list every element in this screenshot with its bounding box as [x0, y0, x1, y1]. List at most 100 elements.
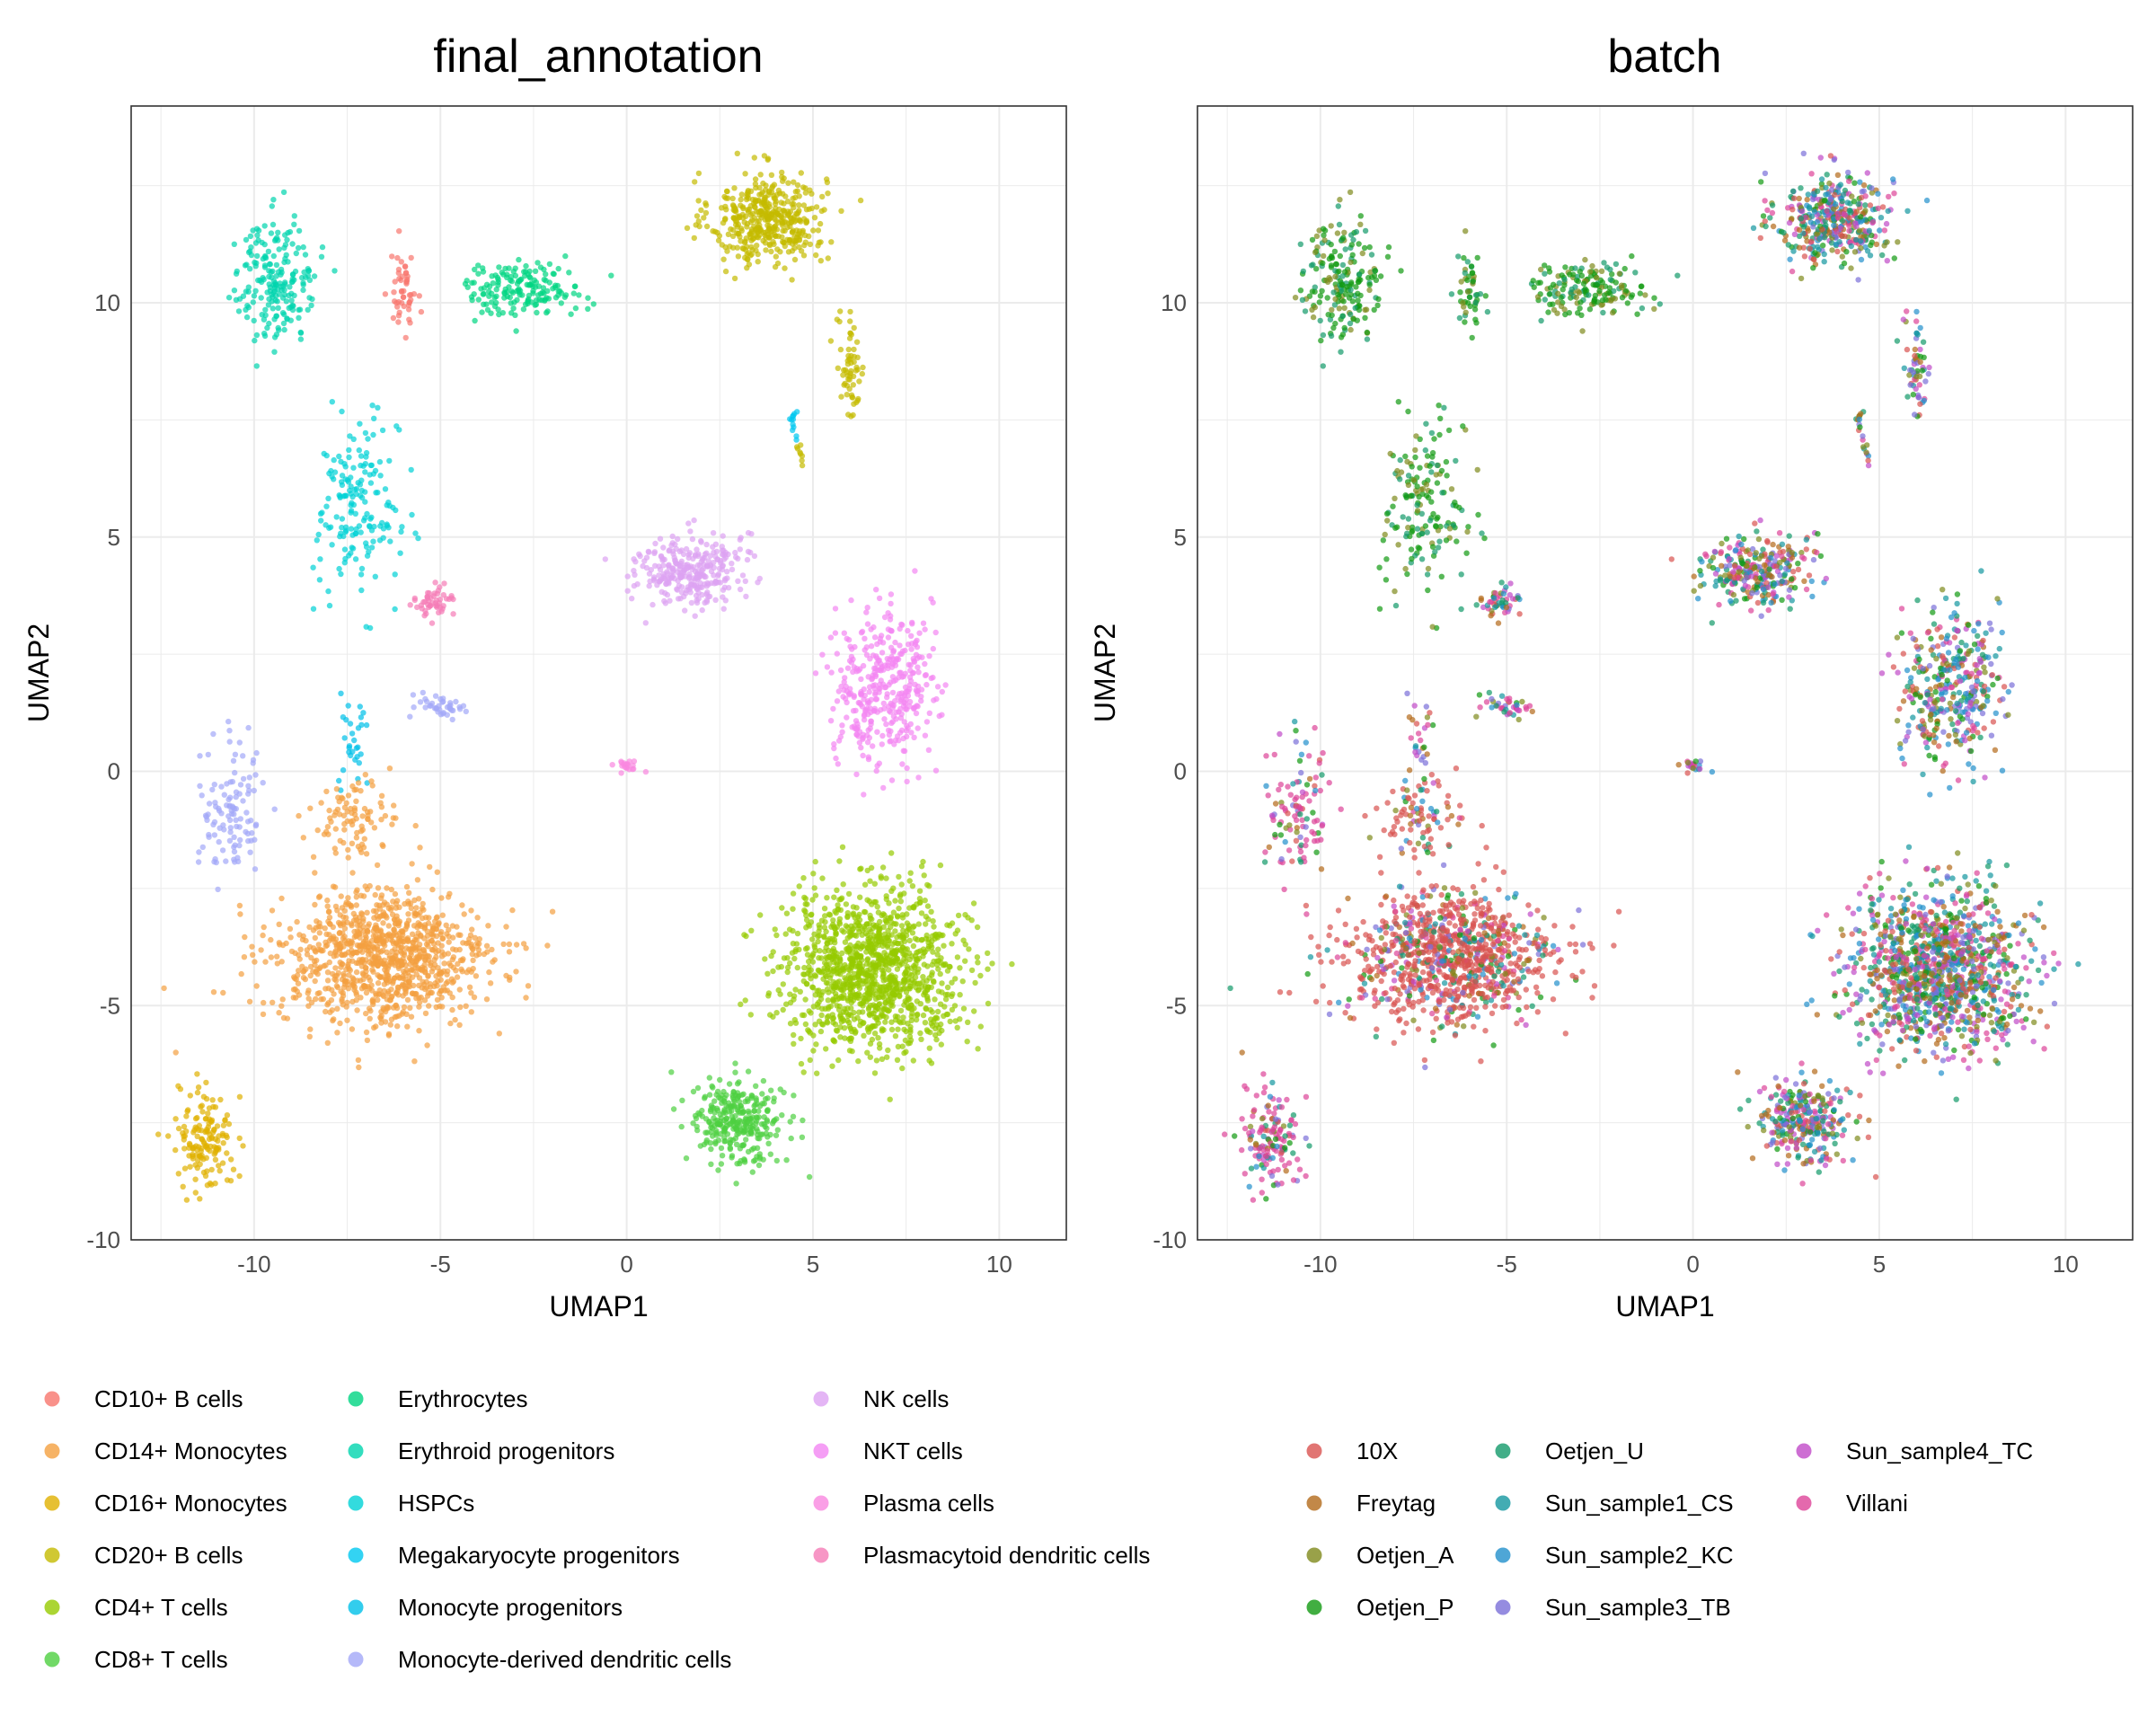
scatter-point — [703, 598, 711, 606]
scatter-point — [735, 578, 741, 584]
scatter-point — [920, 620, 927, 626]
scatter-point — [874, 729, 880, 735]
scatter-point — [892, 978, 898, 986]
scatter-point — [367, 480, 375, 486]
scatter-point — [783, 1157, 790, 1163]
scatter-point — [380, 535, 386, 541]
scatter-point — [499, 310, 506, 316]
scatter-point — [823, 954, 829, 960]
scatter-point — [341, 461, 348, 467]
scatter-point — [923, 681, 930, 688]
scatter-point — [871, 978, 878, 985]
scatter-point — [897, 962, 903, 969]
scatter-point — [1572, 949, 1579, 955]
scatter-point — [197, 1196, 203, 1202]
scatter-point — [233, 270, 240, 277]
scatter-point — [496, 264, 502, 270]
scatter-point — [531, 277, 537, 283]
scatter-point — [513, 942, 520, 948]
scatter-point — [806, 959, 812, 965]
scatter-point — [433, 954, 439, 960]
scatter-point — [780, 1006, 786, 1013]
scatter-point — [382, 291, 389, 297]
scatter-point — [249, 943, 255, 950]
scatter-point — [204, 1182, 211, 1189]
scatter-point — [873, 1057, 880, 1064]
scatter-point — [290, 995, 296, 1001]
scatter-point — [230, 757, 237, 764]
scatter-point — [837, 958, 844, 964]
scatter-point — [445, 968, 451, 975]
scatter-point — [687, 528, 694, 535]
scatter-point — [864, 621, 871, 627]
scatter-point — [726, 1109, 733, 1115]
scatter-point — [341, 827, 348, 833]
scatter-point — [362, 772, 368, 778]
scatter-point — [922, 626, 928, 632]
scatter-point — [702, 551, 709, 558]
scatter-point — [707, 562, 714, 569]
scatter-point — [884, 694, 890, 701]
scatter-point — [875, 909, 882, 916]
scatter-point — [869, 677, 875, 683]
scatter-point — [382, 486, 389, 492]
scatter-point — [216, 838, 222, 845]
scatter-point — [326, 914, 333, 921]
scatter-point — [906, 878, 913, 884]
scatter-point — [922, 672, 929, 678]
scatter-point — [872, 969, 879, 976]
scatter-point — [253, 332, 261, 339]
scatter-point — [883, 896, 889, 902]
scatter-point — [825, 190, 831, 197]
scatter-point — [856, 739, 863, 746]
scatter-point — [726, 1081, 733, 1087]
scatter-point — [449, 946, 456, 952]
scatter-point — [1867, 252, 1874, 259]
scatter-point — [830, 998, 836, 1004]
scatter-point — [365, 436, 371, 442]
scatter-point — [391, 289, 397, 296]
scatter-point — [543, 295, 550, 301]
scatter-point — [503, 924, 509, 930]
scatter-point — [796, 883, 802, 889]
scatter-point — [824, 179, 831, 186]
scatter-point — [368, 544, 376, 551]
scatter-point — [729, 195, 736, 202]
scatter-point — [864, 974, 870, 980]
scatter-point — [745, 1148, 752, 1155]
scatter-point — [318, 800, 324, 806]
scatter-point — [369, 967, 376, 973]
scatter-point — [913, 710, 920, 717]
scatter-point — [301, 269, 307, 276]
scatter-point — [229, 803, 235, 809]
scatter-point — [729, 1154, 735, 1161]
scatter-point — [857, 1001, 863, 1007]
scatter-point — [757, 172, 764, 178]
scatter-point — [746, 195, 752, 201]
scatter-point — [790, 927, 796, 934]
scatter-point — [370, 928, 376, 934]
scatter-point — [809, 984, 816, 990]
scatter-point — [908, 1013, 915, 1020]
scatter-point — [385, 1031, 393, 1038]
scatter-point — [517, 278, 523, 284]
scatter-point — [932, 996, 938, 1003]
scatter-point — [247, 266, 253, 272]
scatter-point — [262, 959, 269, 965]
scatter-point — [449, 979, 455, 986]
scatter-point — [906, 1039, 914, 1047]
scatter-point — [202, 1172, 209, 1180]
scatter-point — [384, 1004, 391, 1010]
scatter-point — [336, 565, 342, 572]
scatter-point — [642, 768, 649, 775]
scatter-point — [388, 959, 394, 965]
scatter-point — [738, 196, 744, 203]
scatter-point — [719, 205, 725, 211]
scatter-point — [807, 241, 814, 248]
scatter-point — [847, 330, 853, 337]
scatter-point — [261, 223, 268, 229]
scatter-point — [192, 1115, 199, 1122]
scatter-point — [652, 540, 658, 547]
scatter-point — [835, 688, 842, 694]
scatter-point — [907, 721, 914, 728]
